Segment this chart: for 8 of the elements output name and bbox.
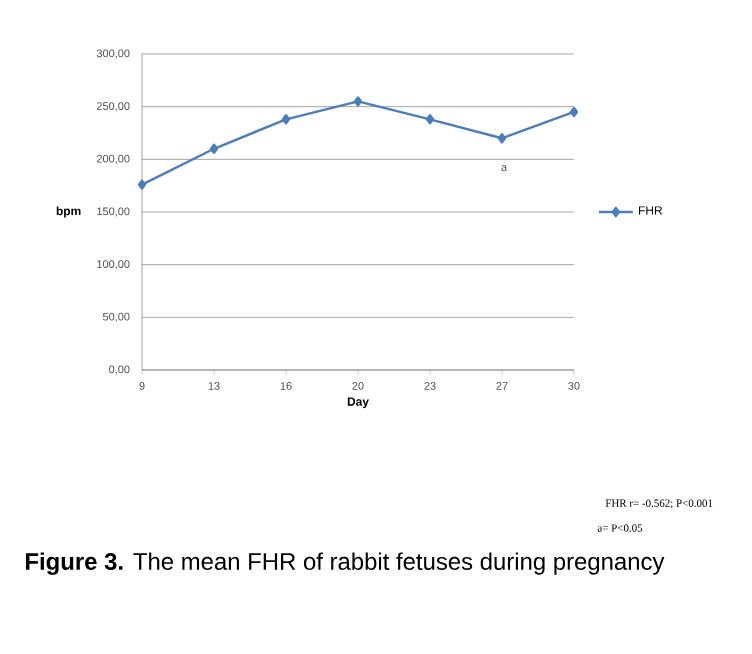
point [137, 179, 147, 190]
point [425, 114, 435, 125]
point [497, 133, 507, 144]
point [353, 96, 363, 107]
point [281, 114, 291, 125]
text: Figure 3. The mean FHR of rabbit fetuses during pregnancy [25, 552, 665, 575]
point [569, 106, 579, 118]
point [209, 143, 219, 154]
